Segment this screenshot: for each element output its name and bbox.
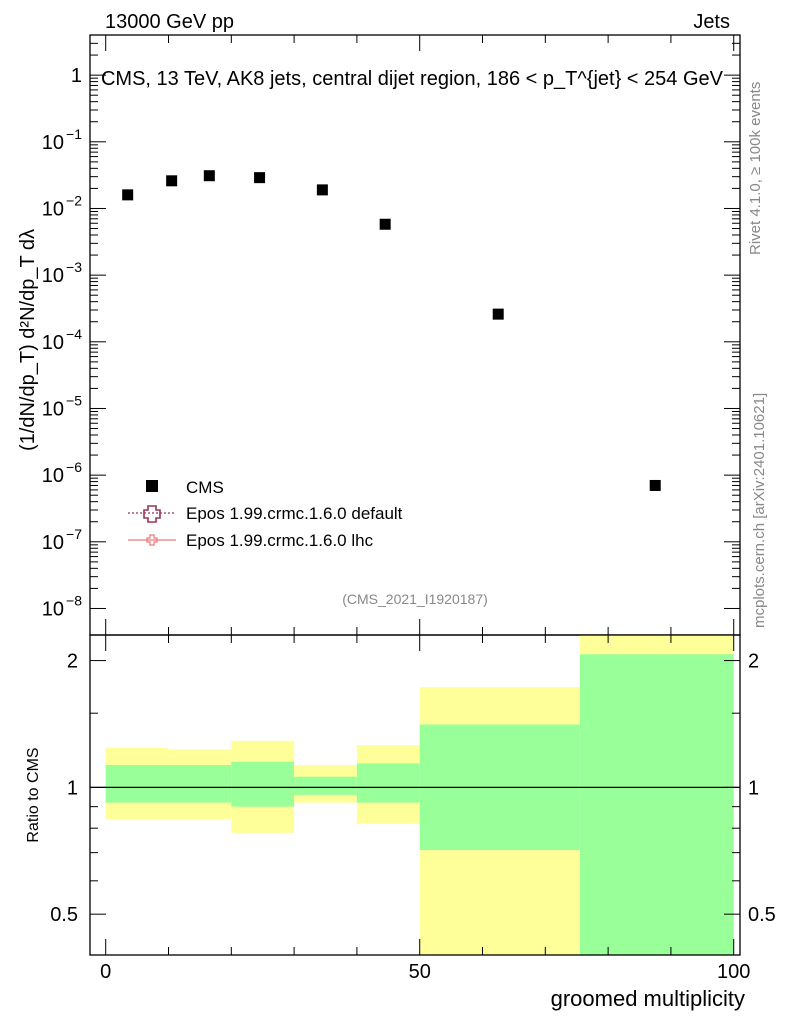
ratio-ticks: 0.5 0.5 1 1 2 2 0 50 100 (50, 635, 776, 983)
legend: CMS Epos 1.99.crmc.1.6.0 default Epos 1.… (128, 478, 403, 550)
y-tick-exponent: −3 (66, 259, 82, 275)
y-tick-exponent: −6 (66, 459, 82, 475)
y-tick-exponent: −4 (66, 326, 82, 342)
ratio-y-tick-label: 0.5 (50, 904, 78, 926)
y-tick-label: 10 (42, 198, 64, 220)
y-tick-label: 10 (42, 332, 64, 354)
analysis-annotation: (CMS_2021_I1920187) (342, 591, 488, 607)
ratio-band-stat (105, 765, 169, 803)
side-label-bottom: mcplots.cern.ch [arXiv:2401.10621] (751, 393, 768, 628)
legend-marker-cms (146, 480, 158, 492)
ratio-y-tick-label-right: 0.5 (748, 904, 776, 926)
ratio-plot-frame (89, 634, 741, 956)
x-tick-label: 50 (409, 961, 431, 983)
data-point-cms (649, 479, 661, 491)
ratio-plot: 0.5 0.5 1 1 2 2 0 50 100 Ratio to CMS groomed mu… (25, 634, 776, 1011)
y-tick-exponent: −5 (66, 392, 82, 408)
ratio-band-stat (168, 765, 232, 803)
y-tick-label: 10 (42, 598, 64, 620)
y-tick-exponent: −7 (66, 526, 82, 542)
ratio-band-stat (231, 761, 295, 807)
side-label-top: Rivet 4.1.0, ≥ 100k events (747, 82, 764, 255)
legend-marker-epos-default (143, 505, 161, 523)
main-ticks: 10 −810 −710 −610 −510 −410 −310 −210 −11 (42, 34, 740, 635)
y-label-text: (1/dN/dp_T) d²N/dp_T dλ (17, 229, 39, 451)
y-tick-exponent: −2 (66, 192, 82, 208)
y-tick-label: 10 (42, 465, 64, 487)
y-tick-exponent: −1 (66, 126, 82, 142)
main-y-axis-label: (1/dN/dp_T) d²N/dp_T dλ (17, 229, 39, 451)
ratio-band-stat (356, 763, 420, 803)
ratio-y-tick-label: 2 (67, 651, 78, 673)
y-tick-label: 1 (71, 65, 82, 87)
x-tick-label: 0 (100, 961, 111, 983)
header-right: Jets (693, 11, 730, 33)
header-left: 13000 GeV pp (105, 11, 234, 33)
ratio-y-tick-label: 1 (67, 777, 78, 799)
ratio-y-tick-label-right: 1 (748, 777, 759, 799)
y-tick-label: 10 (42, 265, 64, 287)
legend-marker-epos-lhc (146, 534, 158, 546)
data-point-cms (122, 189, 134, 201)
y-tick-label: 10 (42, 532, 64, 554)
main-plot-title: CMS, 13 TeV, AK8 jets, central dijet reg… (101, 68, 724, 90)
y-tick-exponent: −8 (66, 592, 82, 608)
data-point-cms (203, 170, 215, 182)
y-tick-label: 10 (42, 132, 64, 154)
legend-label-epos-lhc: Epos 1.99.crmc.1.6.0 lhc (186, 531, 374, 550)
data-point-cms (492, 308, 504, 320)
ratio-y-tick-label-right: 2 (748, 651, 759, 673)
ratio-band-stat (579, 654, 734, 955)
data-point-cms (316, 184, 328, 196)
ratio-bands (105, 635, 734, 955)
data-point-cms (166, 175, 178, 187)
x-axis-label: groomed multiplicity (551, 986, 745, 1011)
main-data-points (122, 170, 661, 491)
legend-label-epos-default: Epos 1.99.crmc.1.6.0 default (186, 504, 403, 523)
legend-label-cms: CMS (186, 478, 224, 497)
ratio-y-label: Ratio to CMS (25, 747, 42, 842)
main-plot: 10 −810 −710 −610 −510 −410 −310 −210 −11 CMS, 1… (17, 34, 741, 636)
x-tick-label: 100 (717, 961, 750, 983)
y-tick-label: 10 (42, 398, 64, 420)
data-point-cms (254, 172, 266, 184)
ratio-band-stat (294, 776, 357, 795)
data-point-cms (379, 218, 391, 230)
